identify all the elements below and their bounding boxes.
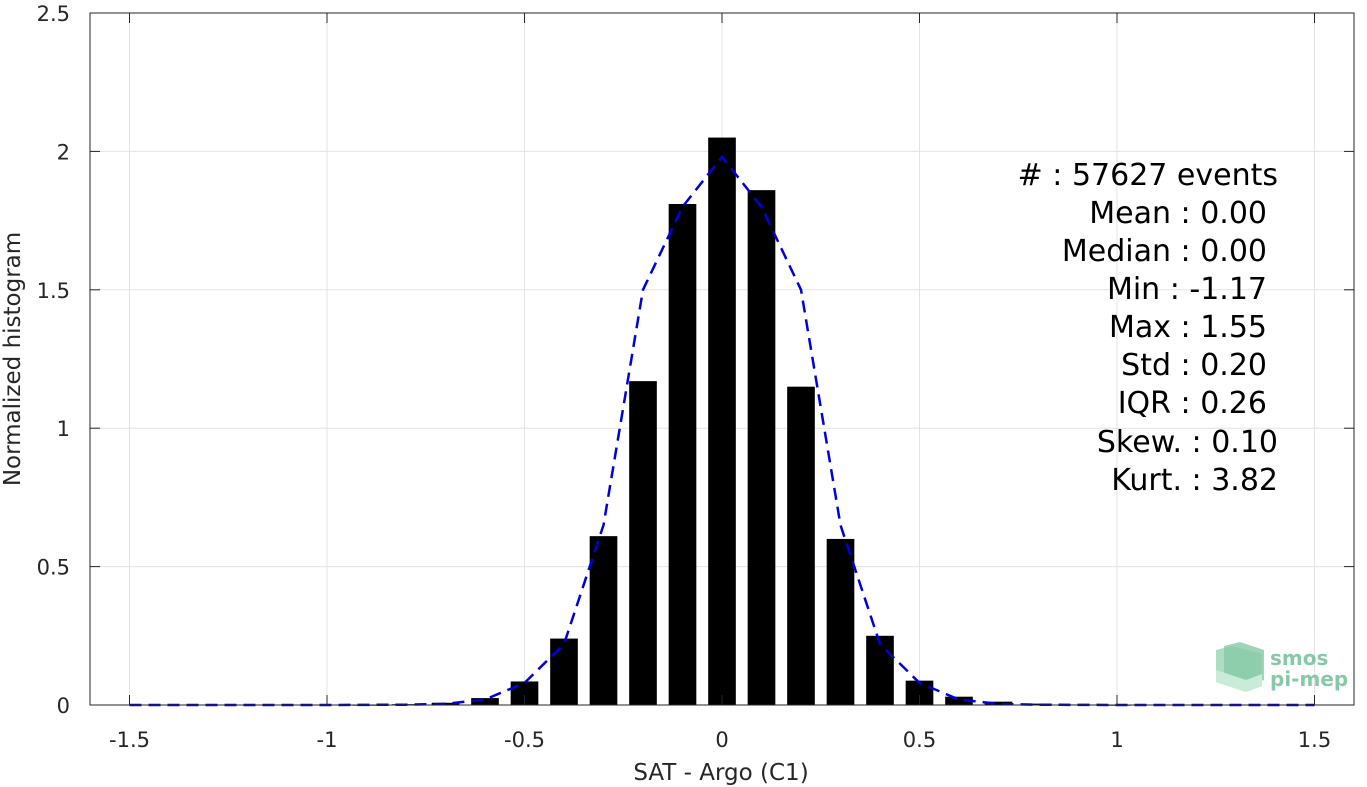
x-tick-label: 1.5 xyxy=(1298,728,1331,752)
x-tick-label: -1.5 xyxy=(109,728,150,752)
logo-graphic-icon xyxy=(1216,642,1264,692)
stat-median: Median : 0.00 xyxy=(1062,234,1267,269)
histogram-bar xyxy=(1024,703,1052,705)
histogram-bar xyxy=(589,536,618,705)
histogram-bar xyxy=(431,702,460,705)
logo-text-pimep: pi-mep xyxy=(1270,667,1348,691)
histogram-bar xyxy=(945,696,973,705)
x-tick-label: 1 xyxy=(1110,728,1123,752)
histogram-bar xyxy=(747,190,776,706)
x-tick-labels: -1.5 -1 -0.5 0 0.5 1 1.5 xyxy=(109,728,1331,752)
stat-skew: Skew. : 0.10 xyxy=(1097,425,1278,460)
y-tick-label: 0 xyxy=(57,694,70,718)
y-tick-label: 2.5 xyxy=(37,2,70,26)
histogram-bar xyxy=(984,701,1013,705)
y-tick-label: 1.5 xyxy=(37,279,70,303)
y-tick-label: 0.5 xyxy=(37,556,70,580)
x-tick-label: -1 xyxy=(317,728,338,752)
stat-mean: Mean : 0.00 xyxy=(1089,196,1267,231)
histogram-bar xyxy=(510,681,539,705)
stat-events: # : 57627 events xyxy=(1018,158,1278,193)
x-tick-label: 0 xyxy=(715,728,728,752)
histogram-bar xyxy=(471,698,499,705)
statistics-annotation: # : 57627 events Mean : 0.00 Median : 0.… xyxy=(1018,158,1278,498)
y-tick-label: 1 xyxy=(57,417,70,441)
stat-iqr: IQR : 0.26 xyxy=(1118,386,1267,421)
histogram-bars xyxy=(352,137,1131,706)
histogram-bar xyxy=(668,203,697,705)
histogram-bar xyxy=(787,386,815,705)
fit-curve xyxy=(129,154,1315,707)
histogram-bar xyxy=(629,381,657,705)
stat-min: Min : -1.17 xyxy=(1107,272,1267,307)
histogram-bar xyxy=(826,538,855,705)
stat-max: Max : 1.55 xyxy=(1109,310,1267,345)
smos-pimep-logo: smos pi-mep xyxy=(1216,642,1348,692)
histogram-bar xyxy=(708,137,736,705)
x-tick-label: -0.5 xyxy=(504,728,545,752)
axis-ticks xyxy=(90,12,1354,706)
x-tick-label: 0.5 xyxy=(903,728,936,752)
stat-kurt: Kurt. : 3.82 xyxy=(1111,463,1278,498)
y-tick-label: 2 xyxy=(57,140,70,164)
x-axis-label: SAT - Argo (C1) xyxy=(633,760,808,786)
stat-std: Std : 0.20 xyxy=(1121,348,1267,383)
y-tick-labels: 0 0.5 1 1.5 2 2.5 xyxy=(37,2,70,718)
histogram-bar xyxy=(550,638,578,705)
histogram-bar xyxy=(866,635,894,705)
y-axis-label: Normalized histogram xyxy=(0,232,26,486)
logo-text-smos: smos xyxy=(1270,646,1328,670)
